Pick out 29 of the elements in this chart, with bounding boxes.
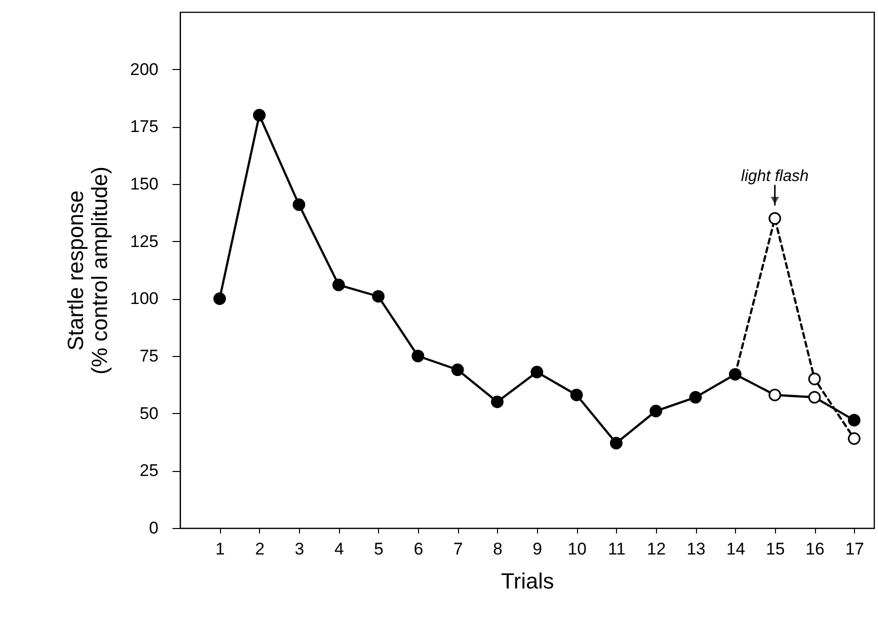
- x-tick-label: 13: [686, 540, 706, 558]
- x-tick-label: 9: [532, 540, 542, 558]
- x-tick-label: 3: [294, 540, 304, 558]
- x-tick-label: 4: [334, 540, 344, 558]
- y-tick-label: 75: [140, 346, 158, 366]
- x-tick-label: 2: [255, 540, 265, 558]
- y-tick-label: 25: [140, 461, 158, 480]
- x-tick-label: 10: [568, 540, 587, 558]
- x-tick-label: 16: [806, 540, 824, 558]
- y-axis-title: Startle response (% control amplitude): [63, 166, 112, 374]
- x-tick-label: 7: [453, 540, 463, 558]
- annotation: light flash: [741, 168, 809, 185]
- x-tick-label: 17: [845, 540, 864, 558]
- y-tick-label: 150: [130, 174, 158, 194]
- x-tick-label: 6: [414, 540, 424, 558]
- y-tick-label: 125: [130, 232, 158, 251]
- x-tick-label: 1: [215, 540, 225, 558]
- y-tick-label: 0: [149, 518, 158, 538]
- x-tick-label: 12: [646, 540, 666, 558]
- x-tick-label: 14: [726, 540, 746, 558]
- y-tick-label: 175: [130, 117, 158, 136]
- x-tick-label: 8: [493, 540, 502, 558]
- x-axis-title: Trials: [501, 568, 554, 594]
- y-tick-label: 100: [130, 289, 158, 308]
- y-tick-label: 50: [140, 404, 158, 423]
- x-tick-label: 11: [608, 540, 626, 558]
- x-tick-label: 5: [374, 540, 384, 558]
- y-tick-label: 200: [130, 60, 158, 79]
- x-tick-label: 15: [766, 540, 785, 558]
